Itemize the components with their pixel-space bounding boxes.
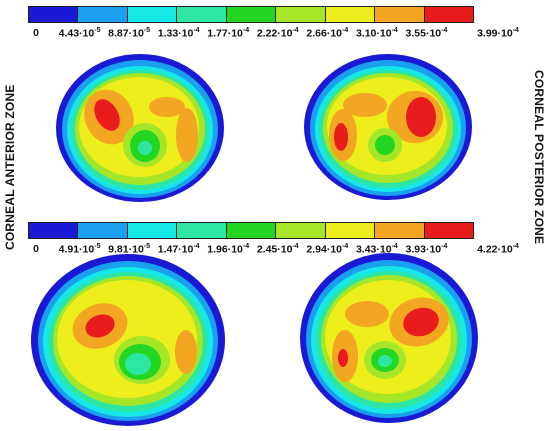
bottom-legend-tick-label-6: 2.94·10-4 [306, 243, 349, 256]
bottom-legend-swatch-0 [29, 223, 79, 238]
top-legend-swatch-0 [29, 7, 79, 22]
bottom-legend-swatch-8 [424, 223, 473, 238]
top-legend-tick-label-0: 0 [33, 27, 39, 39]
top-legend-tick-label-2: 8.87·10-5 [108, 27, 151, 40]
colorbar-legend-top: 0 4.43·10-5 8.87·10-5 1.33·10-4 1.77·10-4 2.2… [0, 0, 550, 40]
top-legend-tick-label-7: 3.10·10-4 [355, 27, 398, 40]
bottom-legend-swatch-7 [375, 223, 425, 238]
top-legend-swatch-6 [325, 7, 376, 22]
top-legend-tick-label-5: 2.22·10-4 [256, 27, 299, 40]
bottom-legend-swatch-1 [78, 223, 128, 238]
top-legend-tick-label-4: 1.77·10-4 [207, 27, 250, 40]
contour-map-bottom-right [300, 253, 478, 423]
bottom-legend-tick-label-4: 1.96·10-4 [207, 243, 250, 256]
bottom-legend-tick-label-9: 4.22·10-4 [477, 243, 519, 256]
top-legend-swatch-7 [375, 7, 425, 22]
top-legend-swatch-4 [226, 7, 277, 22]
bottom-legend-tick-label-7: 3.43·10-4 [355, 243, 398, 256]
colorbar-bottom [28, 222, 474, 239]
top-legend-tick-label-9: 3.99·10-4 [477, 27, 519, 40]
corneal-anterior-zone-label: CORNEAL ANTERIOR ZONE [3, 84, 17, 250]
bottom-legend-tick-label-8: 3.93·10-4 [405, 243, 448, 256]
contour-map-bottom-left [31, 254, 225, 426]
bottom-legend-tick-label-0: 0 [33, 243, 39, 255]
top-legend-swatch-8 [424, 7, 473, 22]
corneal-posterior-zone-label: CORNEAL POSTERIOR ZONE [532, 70, 546, 245]
colorbar-legend-bottom: 0 4.91·10-5 9.81·10-5 1.47·10-4 1.96·10-4 2.4… [0, 216, 550, 256]
colorbar-top [28, 6, 474, 23]
top-legend-tick-label-6: 2.66·10-4 [306, 27, 349, 40]
top-legend-tick-label-1: 4.43·10-5 [58, 27, 101, 40]
top-legend-swatch-5 [276, 7, 326, 22]
bottom-legend-tick-label-5: 2.45·10-4 [256, 243, 299, 256]
top-legend-tick-label-8: 3.55·10-4 [405, 27, 448, 40]
top-legend-swatch-2 [127, 7, 178, 22]
bottom-legend-swatch-2 [127, 223, 178, 238]
bottom-legend-tick-label-2: 9.81·10-5 [108, 243, 151, 256]
top-legend-tick-label-3: 1.33·10-4 [157, 27, 200, 40]
top-legend-swatch-1 [78, 7, 128, 22]
top-legend-swatch-3 [177, 7, 227, 22]
bottom-legend-swatch-3 [177, 223, 227, 238]
bottom-legend-swatch-6 [325, 223, 376, 238]
contour-map-top-right [304, 54, 472, 200]
bottom-legend-tick-label-1: 4.91·10-5 [58, 243, 101, 256]
contour-map-top-left [56, 54, 224, 202]
bottom-legend-swatch-5 [276, 223, 326, 238]
bottom-legend-swatch-4 [226, 223, 277, 238]
bottom-legend-tick-label-3: 1.47·10-4 [157, 243, 200, 256]
